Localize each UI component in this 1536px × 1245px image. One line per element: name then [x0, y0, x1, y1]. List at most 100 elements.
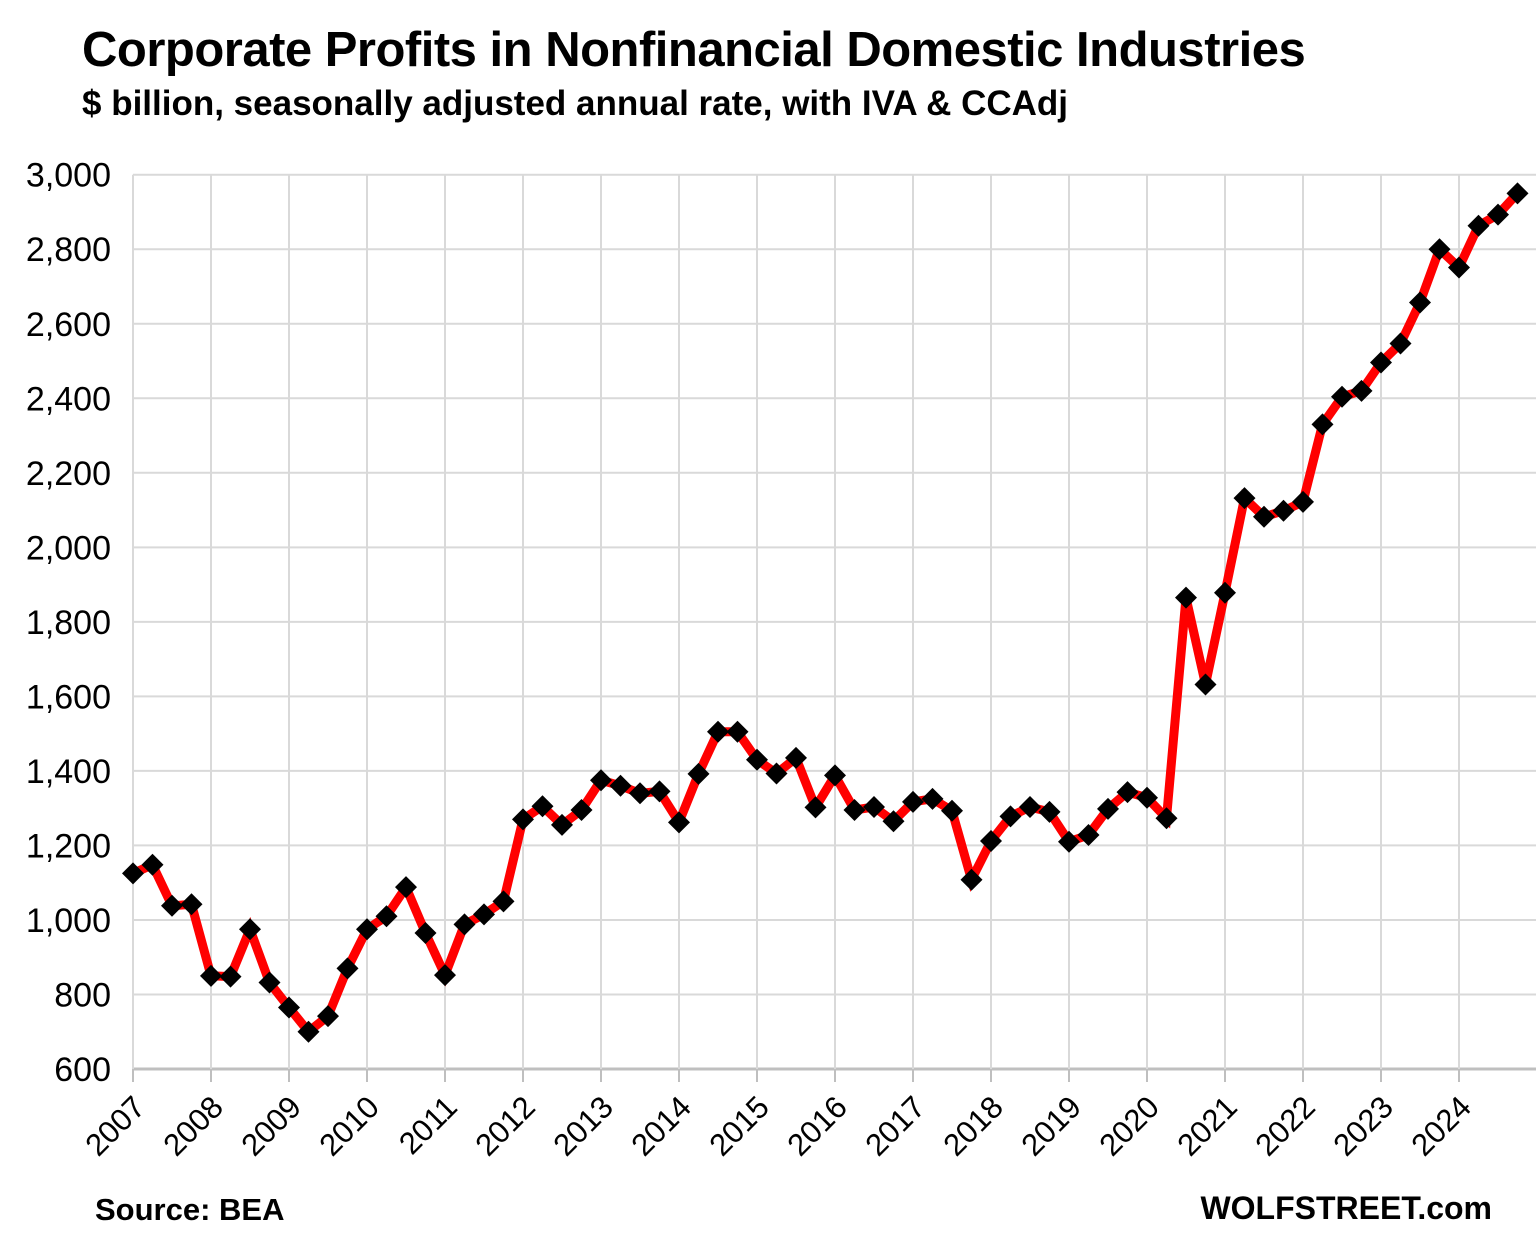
x-tick-label: 2014 [624, 1089, 698, 1163]
y-tick-label: 1,400 [26, 753, 111, 791]
data-point-marker [648, 780, 671, 803]
data-point-marker [1077, 823, 1100, 846]
data-point-marker [278, 996, 300, 1019]
x-tick-label: 2010 [312, 1089, 386, 1163]
data-point-marker [434, 964, 456, 987]
x-tick-label: 2021 [1170, 1089, 1244, 1163]
data-point-marker [746, 748, 768, 771]
data-point-marker [200, 964, 222, 987]
x-tick-label: 2023 [1326, 1089, 1400, 1163]
data-point-marker [570, 799, 593, 822]
data-point-markers [122, 182, 1529, 1043]
data-point-marker [1175, 586, 1197, 609]
x-tick-label: 2013 [546, 1089, 620, 1163]
data-point-marker [122, 862, 144, 885]
y-tick-label: 2,200 [26, 455, 111, 493]
data-point-marker [707, 720, 729, 743]
data-point-marker [863, 796, 885, 819]
data-point-marker [687, 762, 710, 785]
data-point-marker [1214, 581, 1236, 604]
y-tick-label: 1,200 [26, 827, 111, 865]
wolfstreet-watermark: WOLFSTREET.com [1200, 1190, 1492, 1226]
data-point-marker [902, 790, 924, 813]
grid-lines [132, 173, 1536, 1071]
data-point-marker [512, 808, 534, 831]
data-point-marker [141, 853, 164, 876]
data-point-marker [551, 813, 573, 836]
data-point-marker [161, 894, 183, 917]
data-point-marker [1409, 291, 1431, 314]
data-point-marker [414, 921, 437, 944]
data-point-marker [1233, 487, 1256, 510]
source-note: Source: BEA [95, 1192, 285, 1227]
data-point-marker [843, 799, 866, 822]
data-point-marker [980, 829, 1002, 852]
data-point-marker [1292, 490, 1314, 513]
data-point-marker [921, 787, 944, 810]
y-axis-labels: 600 800 1,000 1,200 1,400 1,600 1,800 2,000 2,20… [26, 157, 111, 1089]
chart-subtitle: $ billion, seasonally adjusted annual ra… [82, 84, 1069, 123]
data-point-marker [531, 795, 554, 818]
data-point-marker [1331, 385, 1353, 408]
y-tick-label: 2,800 [26, 231, 111, 269]
data-point-marker [882, 810, 905, 833]
data-point-marker [1506, 182, 1529, 205]
y-tick-label: 600 [54, 1051, 111, 1089]
x-tick-label: 2011 [392, 1089, 464, 1161]
data-point-marker [1272, 499, 1295, 522]
x-tick-label: 2020 [1092, 1089, 1166, 1163]
data-point-marker [1155, 807, 1178, 830]
x-tick-label: 2024 [1404, 1089, 1478, 1163]
data-point-marker [1350, 379, 1373, 402]
data-point-marker [765, 762, 788, 785]
data-point-marker [180, 893, 203, 916]
data-point-marker [1487, 203, 1509, 226]
data-point-marker [239, 918, 261, 941]
data-point-marker [609, 774, 632, 797]
data-point-marker [492, 890, 515, 913]
data-point-marker [960, 868, 983, 891]
data-point-marker [804, 796, 827, 819]
x-tick-label: 2015 [702, 1089, 776, 1163]
y-tick-label: 800 [54, 976, 111, 1014]
data-point-marker [395, 876, 417, 899]
x-tick-label: 2007 [78, 1089, 152, 1163]
data-point-marker [375, 905, 398, 928]
x-tick-label: 2022 [1248, 1089, 1322, 1163]
data-point-marker [297, 1020, 320, 1043]
data-point-marker [1253, 505, 1275, 528]
x-tick-label: 2016 [780, 1089, 854, 1163]
data-point-marker [1194, 673, 1217, 696]
data-point-marker [317, 1005, 339, 1028]
data-point-marker [1311, 413, 1334, 436]
data-point-marker [453, 913, 476, 936]
x-axis-ticks [132, 1069, 1460, 1082]
y-tick-label: 1,600 [26, 678, 111, 716]
x-tick-label: 2009 [234, 1089, 308, 1163]
x-tick-label: 2008 [156, 1089, 230, 1163]
data-point-marker [785, 746, 807, 769]
x-tick-label: 2019 [1014, 1089, 1088, 1163]
y-tick-label: 1,800 [26, 604, 111, 642]
y-tick-label: 2,000 [26, 529, 111, 567]
y-tick-label: 2,400 [26, 380, 111, 418]
data-point-marker [1467, 214, 1490, 237]
data-point-marker [824, 764, 846, 787]
x-tick-label: 2017 [858, 1089, 932, 1163]
data-point-marker [1448, 256, 1470, 279]
data-point-marker [258, 971, 281, 994]
data-point-marker [356, 918, 378, 941]
data-point-marker [668, 811, 690, 834]
data-point-marker [1058, 830, 1080, 853]
profit-line [131, 190, 1521, 1039]
data-point-marker [336, 957, 359, 980]
data-point-marker [629, 782, 651, 805]
data-point-marker [1136, 786, 1158, 809]
x-tick-label: 2012 [468, 1089, 542, 1163]
data-point-marker [1428, 238, 1451, 261]
data-point-marker [473, 903, 495, 926]
chart-title: Corporate Profits in Nonfinancial Domest… [82, 23, 1306, 77]
data-point-marker [1097, 797, 1119, 820]
